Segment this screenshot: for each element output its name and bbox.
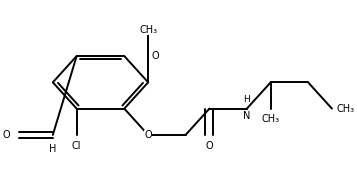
Text: CH₃: CH₃	[262, 114, 280, 124]
Text: O: O	[2, 130, 10, 140]
Text: H: H	[243, 95, 250, 104]
Text: CH₃: CH₃	[139, 25, 157, 35]
Text: O: O	[206, 141, 213, 151]
Text: H: H	[49, 144, 56, 154]
Text: N: N	[243, 111, 251, 121]
Text: CH₃: CH₃	[336, 104, 354, 114]
Text: O: O	[151, 51, 159, 61]
Text: O: O	[144, 130, 152, 140]
Text: Cl: Cl	[72, 141, 81, 151]
